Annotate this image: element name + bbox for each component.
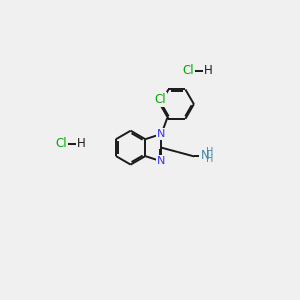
- Text: Cl: Cl: [154, 93, 166, 106]
- Text: N: N: [201, 149, 209, 162]
- Text: N: N: [157, 129, 166, 139]
- Text: N: N: [157, 156, 166, 167]
- Text: Cl: Cl: [56, 137, 67, 150]
- Text: H: H: [206, 154, 213, 164]
- Text: Cl: Cl: [183, 64, 194, 77]
- Text: H: H: [204, 64, 213, 77]
- Text: H: H: [206, 147, 213, 157]
- Text: H: H: [77, 137, 86, 150]
